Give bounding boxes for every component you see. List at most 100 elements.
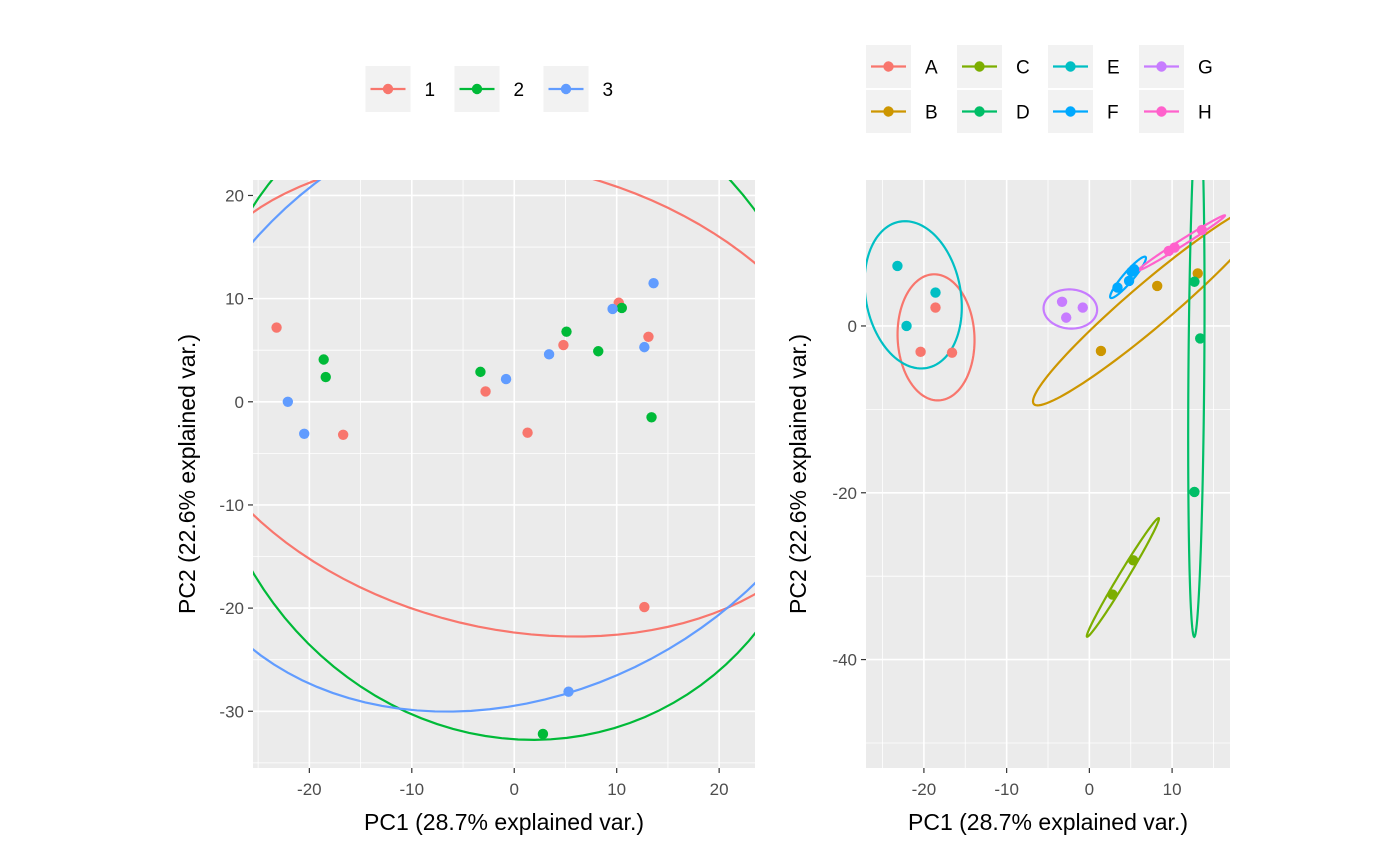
data-point-group-1 [639,601,650,613]
legend-key-point [1065,61,1076,72]
data-point-group-3 [648,277,659,289]
left-pca-plot: -20 -10 0 10 20 20 10 0 -10 -20 -30 PC1 (28.7% expl… [174,66,755,835]
data-point-group-D [1195,333,1206,344]
legend-label: 1 [425,80,436,101]
x-axis-title: PC1 (28.7% explained var.) [364,809,644,835]
ellipse-group-G [1042,288,1099,330]
ellipse-group-C [1085,516,1161,638]
legend-item-B: B [866,90,938,133]
legend: 1 2 3 [365,66,613,112]
data-point-group-A [915,346,926,358]
data-point-group-2 [593,346,604,357]
data-point-group-3 [543,349,555,360]
data-point-group-G [1077,302,1088,313]
data-point-group-1 [558,339,569,351]
data-point-group-C [1107,589,1118,600]
data-point-group-D [1189,486,1200,498]
legend-label: A [925,58,938,79]
data-point-group-1 [522,427,533,438]
data-point-group-F [1128,264,1140,275]
data-point-group-C [1128,555,1139,566]
data-point-group-B [1152,280,1163,292]
data-layer [866,180,1230,639]
ellipse-group-B [1031,216,1230,407]
legend-key-point [883,106,894,117]
x-tick-label: 0 [510,780,519,799]
x-tick-label: 10 [607,780,626,799]
data-point-group-H [1196,224,1208,236]
ellipse-group-2 [253,180,755,741]
data-point-group-D [1189,276,1200,287]
y-tick-label: -30 [219,702,244,721]
data-point-group-1 [337,429,349,440]
y-axis-title: PC2 (22.6% explained var.) [785,334,811,614]
legend-label: G [1198,58,1213,79]
plot-panel-background [253,180,755,768]
legend-item-1: 1 [365,66,436,112]
data-point-group-2 [537,728,549,740]
data-point-group-2 [475,366,486,378]
legend-item-G: G [1139,45,1213,88]
data-point-group-B [1095,345,1107,357]
data-point-group-3 [282,396,294,407]
legend-item-F: F [1048,90,1119,133]
legend: A B C D E F G H [866,45,1213,133]
data-point-group-G [1061,312,1072,323]
data-layer [253,180,755,741]
legend-label: B [925,103,938,124]
y-tick-label: -20 [219,599,244,618]
legend-label: D [1016,103,1030,124]
y-tick-label: 0 [848,317,857,336]
ellipse-group-E [866,220,963,370]
data-point-group-2 [616,302,628,314]
ellipse-group-D [1187,180,1206,639]
data-point-group-A [930,302,941,313]
y-tick-label: 10 [225,290,244,309]
ellipse-group-1 [253,180,755,638]
legend-key-point [974,106,985,117]
legend-item-C: C [957,45,1030,88]
y-tick-label: 20 [225,186,244,205]
legend-key-point [883,61,894,72]
legend-key-point [382,83,394,95]
legend-item-E: E [1048,45,1120,88]
x-tick-label: -20 [297,780,322,799]
data-point-group-E [901,320,912,332]
legend-item-A: A [866,45,938,88]
legend-label: F [1107,103,1119,124]
data-point-group-1 [271,322,282,333]
data-point-group-3 [299,428,310,439]
legend-key-point [1156,61,1167,72]
x-tick-label: 20 [710,780,729,799]
y-tick-label: -10 [219,496,244,515]
x-axis-title: PC1 (28.7% explained var.) [908,809,1188,835]
y-tick-label: -40 [832,651,857,670]
y-axis-title: PC2 (22.6% explained var.) [174,334,200,614]
gridlines [866,180,1230,768]
data-point-group-3 [607,303,618,315]
data-point-group-3 [500,373,512,385]
data-point-group-3 [639,341,650,353]
legend-item-D: D [957,90,1030,133]
data-point-group-H [1169,242,1180,253]
data-point-group-2 [320,371,331,383]
x-tick-label: -20 [912,780,937,799]
data-point-group-F [1112,282,1123,293]
legend-label: C [1016,58,1030,79]
data-point-group-2 [561,326,572,337]
data-point-group-E [892,260,903,272]
legend-item-3: 3 [543,66,613,112]
legend-key-point [974,61,985,72]
legend-key-point [1156,106,1167,117]
ellipse-group-A [896,273,976,402]
legend-item-2: 2 [454,66,525,112]
data-point-group-F [1123,275,1135,287]
x-tick-label: 0 [1085,780,1094,799]
right-pca-plot: -20 -10 0 10 0 -20 -40 PC1 (28.7% explained var… [785,45,1230,835]
gridlines [253,180,755,768]
data-point-group-A [946,347,958,358]
data-point-group-3 [563,686,574,697]
legend-key-point [560,83,572,95]
legend-label: 2 [514,80,525,101]
